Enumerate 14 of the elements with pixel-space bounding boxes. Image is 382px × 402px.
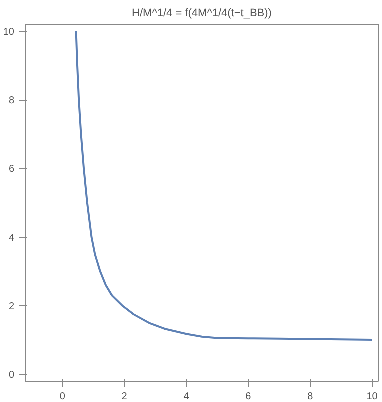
x-tick-label: 6: [246, 392, 252, 402]
x-tick-label: 10: [366, 392, 378, 402]
y-tick-label: 6: [8, 164, 15, 176]
line-series: [75, 30, 374, 341]
y-tick-label: 8: [8, 96, 15, 107]
y-tick-label: 2: [8, 301, 15, 312]
x-tick-label: 2: [122, 392, 128, 402]
x-tick-label: 0: [60, 392, 66, 402]
y-tick-label: 0: [8, 370, 15, 382]
chart-title: H/M^1/4 = f(4M^1/4(t−t_BB)): [132, 8, 272, 20]
x-tick-label: 8: [308, 392, 314, 402]
y-tick-label: 10: [3, 26, 15, 38]
x-tick-label: 4: [184, 392, 190, 402]
y-tick-label: 4: [8, 232, 15, 244]
